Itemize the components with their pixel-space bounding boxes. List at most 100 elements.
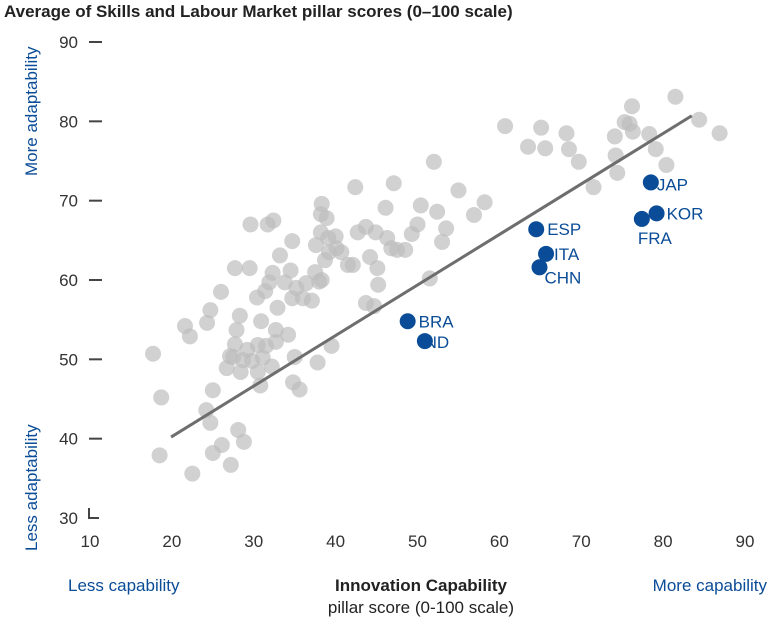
x-tick-label: 10 [81,532,100,551]
data-point [222,456,239,473]
data-point [286,348,303,365]
data-point [313,195,330,212]
data-point [624,123,641,140]
y-annotation-low: Less adaptability [22,424,41,551]
x-axis-label-line1: Innovation Capability [335,576,507,595]
point-label: JAP [657,175,688,194]
data-point [318,210,335,227]
data-point [263,358,280,375]
data-point [202,302,219,319]
data-point [213,437,230,454]
data-point [465,206,482,223]
y-annotation-high: More adaptability [22,46,41,176]
highlighted-point [642,174,659,191]
data-point [520,138,537,155]
data-point [269,299,286,316]
data-point [232,364,249,381]
data-point [370,276,387,293]
data-point [344,256,361,273]
data-point [241,260,258,277]
data-point [385,175,402,192]
data-point [202,414,219,431]
data-point [267,333,284,350]
data-point [235,433,252,450]
data-point [377,199,394,216]
point-label: ESP [547,220,581,239]
x-tick-label: 50 [408,532,427,551]
point-label: ITA [554,245,580,264]
x-tick-label: 30 [244,532,263,551]
trend-line [170,114,693,439]
data-point [347,179,364,196]
data-point [284,233,301,250]
x-tick-label: 20 [162,532,181,551]
data-point [560,141,577,158]
chart-title: Average of Skills and Labour Market pill… [4,2,513,21]
data-point [252,377,269,394]
highlighted-point [531,259,548,276]
data-point [533,119,550,136]
y-tick-label: 80 [59,112,78,131]
highlighted-point [648,205,665,222]
data-point [327,228,344,245]
data-point [204,382,221,399]
x-annotation-high: More capability [653,576,768,595]
data-point [291,381,308,398]
data-point [570,153,587,170]
data-point [307,237,324,254]
y-tick-label: 70 [59,192,78,211]
y-tick-label: 90 [59,33,78,52]
data-point [303,292,320,309]
highlighted-point [399,313,416,330]
data-point [647,141,664,158]
x-tick-label: 80 [654,532,673,551]
data-point [253,313,270,330]
data-point [711,125,728,142]
data-point [434,233,451,250]
data-point [658,156,675,173]
data-point [267,321,284,338]
data-point [264,264,281,281]
highlighted-point [528,221,545,238]
point-label: FRA [638,229,673,248]
y-tick-label: 40 [59,430,78,449]
data-point [226,260,243,277]
data-point [153,389,170,406]
data-point [184,465,201,482]
data-point [298,275,315,292]
data-point [226,336,243,353]
data-point [476,194,493,211]
highlighted-point [538,245,555,262]
data-point [231,307,248,324]
data-point [333,244,350,261]
data-point [497,118,514,135]
y-tick-label: 50 [59,350,78,369]
data-point [429,203,446,220]
data-point [369,260,386,277]
data-point [609,164,626,181]
data-point [228,321,245,338]
x-annotation-low: Less capability [68,576,180,595]
point-label: KOR [667,204,704,223]
data-point [313,272,330,288]
data-point [425,153,442,170]
data-point [249,364,266,381]
x-tick-label: 90 [736,532,755,551]
axis-corner [88,508,99,519]
data-point [271,247,288,264]
highlighted-point [633,210,650,227]
data-point [624,98,641,115]
y-tick-label: 60 [59,271,78,290]
data-point [409,216,426,233]
data-point [265,212,282,229]
data-point [438,220,455,237]
data-point [412,197,429,214]
x-tick-label: 70 [572,532,591,551]
data-point [280,326,297,343]
data-point [230,421,247,438]
data-point [450,182,467,199]
point-label: IND [420,333,449,352]
x-tick-label: 60 [490,532,509,551]
y-tick-label: 30 [59,509,78,528]
